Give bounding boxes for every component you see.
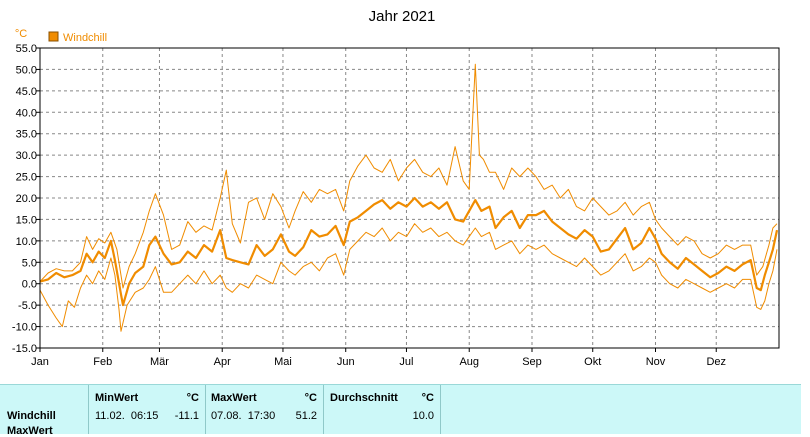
y-tick-label: 15.0 xyxy=(16,214,37,226)
y-tick-label: 10.0 xyxy=(16,236,37,248)
maxwert-value: 51.2 xyxy=(295,410,317,422)
x-tick-label: Okt xyxy=(584,356,601,368)
minwert-unit: °C xyxy=(186,392,199,404)
durchschnitt-header: Durchschnitt xyxy=(330,392,398,404)
stats-panel: Windchill MaxWert MinWert °C 11.02. 06:1… xyxy=(0,384,801,437)
x-tick-label: Dez xyxy=(706,356,726,368)
x-axis-ticks: Jan Feb Mär Apr Mai Jun Jul Aug Sep Okt Nov Dez xyxy=(31,348,726,368)
y-tick-label: 25.0 xyxy=(16,172,37,184)
x-tick-label: Jan xyxy=(31,356,49,368)
y-tick-label: -5.0 xyxy=(18,300,37,312)
series-lines xyxy=(39,63,779,332)
durchschnitt-value: 10.0 xyxy=(412,410,434,422)
y-tick-label: 35.0 xyxy=(16,129,37,141)
x-tick-label: Feb xyxy=(93,356,112,368)
maxwert-header: MaxWert xyxy=(211,392,257,404)
x-tick-label: Mär xyxy=(150,356,169,368)
series-maxwert-line xyxy=(39,63,778,289)
y-tick-label: 5.0 xyxy=(22,257,37,269)
minwert-header: MinWert xyxy=(95,392,139,404)
stats-col-durchschnitt: Durchschnitt °C 10.0 xyxy=(324,385,441,434)
x-tick-label: Apr xyxy=(214,356,231,368)
y-tick-label: 40.0 xyxy=(16,107,37,119)
legend-label: Windchill xyxy=(63,32,107,44)
series-minwert-line xyxy=(39,223,778,332)
minwert-datetime: 11.02. 06:15 xyxy=(95,410,159,422)
y-axis-ticks: 55.0 50.0 45.0 40.0 35.0 30.0 25.0 20.0 15.0 10.0… xyxy=(12,43,40,355)
grid xyxy=(40,47,779,349)
y-axis-unit: °C xyxy=(15,28,27,40)
y-tick-label: 55.0 xyxy=(16,43,37,55)
durchschnitt-unit: °C xyxy=(421,392,434,404)
chart: Jahr 2021 °C Windchill 55.0 50.0 45.0 40.0 3… xyxy=(12,8,780,368)
y-tick-label: 30.0 xyxy=(16,150,37,162)
y-tick-label: -10.0 xyxy=(12,322,37,334)
x-tick-label: Jun xyxy=(337,356,355,368)
plot-frame xyxy=(39,47,780,349)
x-tick-label: Aug xyxy=(459,356,479,368)
stats-row-label-windchill: Windchill xyxy=(7,410,56,422)
stats-row-label-maxwert: MaxWert xyxy=(7,425,53,437)
maxwert-datetime: 07.08. 17:30 xyxy=(211,410,276,422)
series-windchill-line xyxy=(39,196,779,307)
stats-col-minwert: MinWert °C 11.02. 06:15 -11.1 xyxy=(88,385,206,434)
legend-swatch xyxy=(48,31,59,42)
x-tick-label: Nov xyxy=(646,356,666,368)
x-tick-label: Sep xyxy=(522,356,542,368)
y-tick-label: -15.0 xyxy=(12,343,37,355)
x-tick-label: Mai xyxy=(274,356,292,368)
chart-title: Jahr 2021 xyxy=(369,8,436,25)
maxwert-unit: °C xyxy=(304,392,317,404)
y-tick-label: 50.0 xyxy=(16,64,37,76)
x-tick-label: Jul xyxy=(399,356,413,368)
y-tick-label: 20.0 xyxy=(16,193,37,205)
y-tick-label: 0.0 xyxy=(22,279,37,291)
y-tick-label: 45.0 xyxy=(16,86,37,98)
stats-col-maxwert: MaxWert °C 07.08. 17:30 51.2 xyxy=(205,385,324,434)
minwert-value: -11.1 xyxy=(174,410,199,422)
